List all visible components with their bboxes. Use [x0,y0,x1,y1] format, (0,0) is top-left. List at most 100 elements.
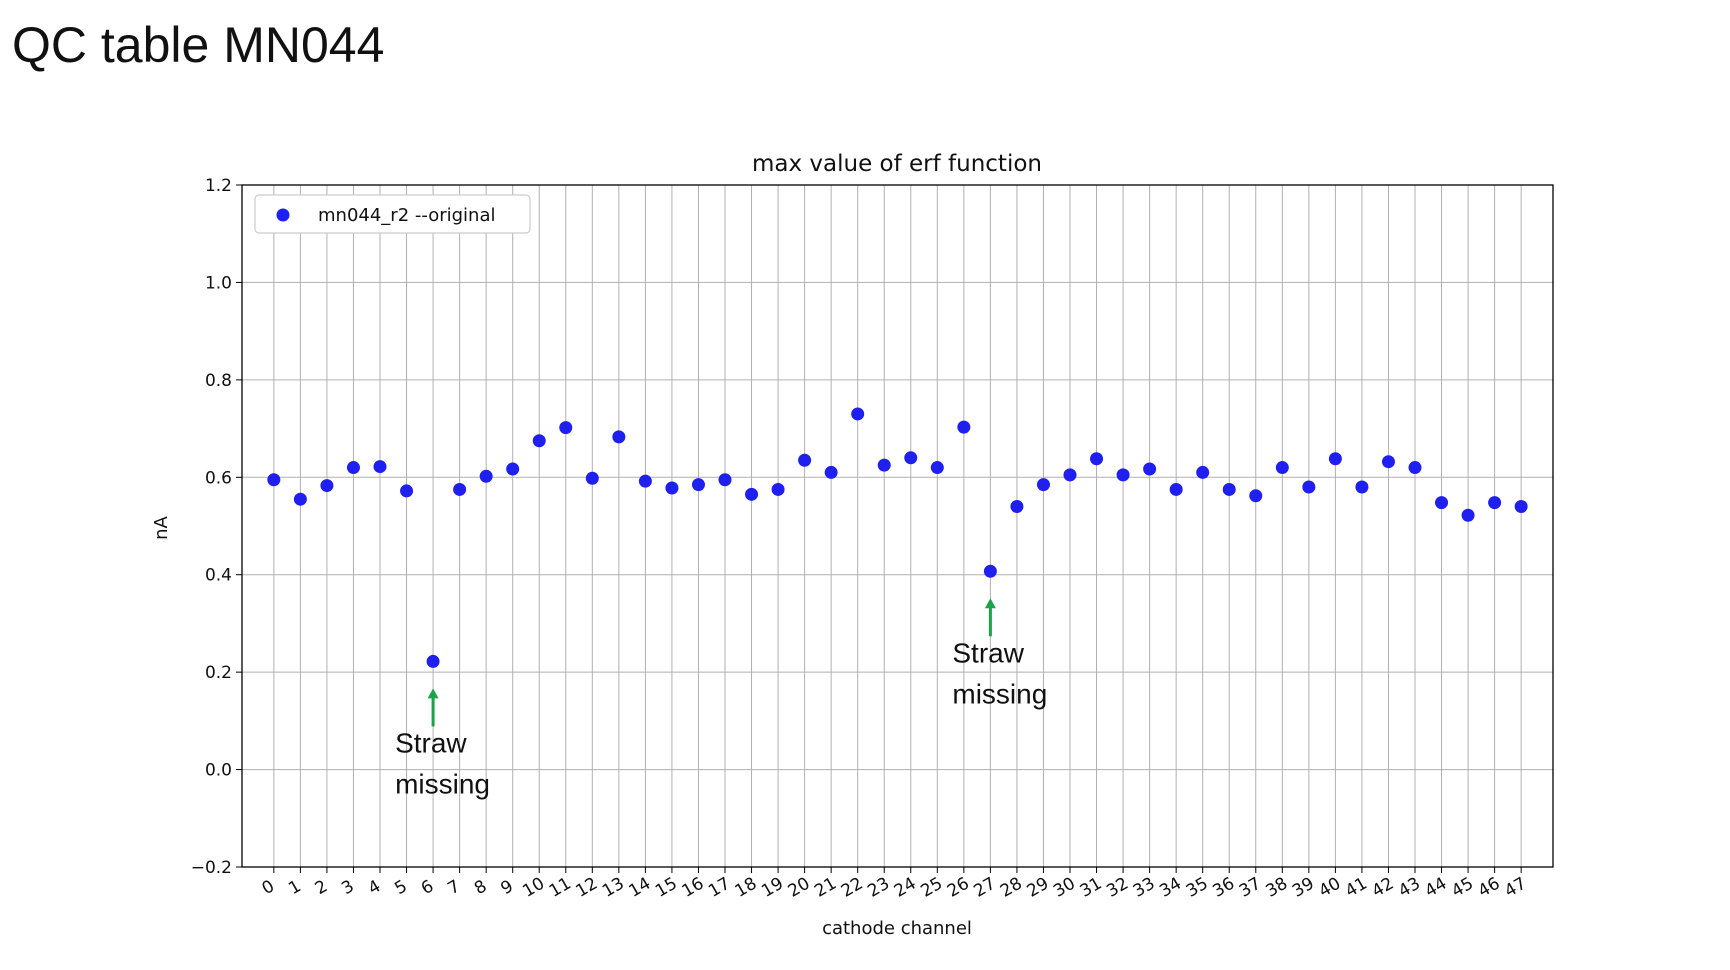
data-point [1196,465,1210,479]
data-point [1435,496,1449,510]
data-point [426,654,440,668]
data-point [983,564,997,578]
data-point [824,465,838,479]
x-tick-label: 2 [312,876,331,899]
data-point [691,478,705,492]
annotation-text-line1: Straw [952,637,1024,668]
x-tick-label: 27 [971,874,1000,902]
x-tick-label: 19 [758,874,787,902]
data-point [1169,482,1183,496]
x-tick-label: 12 [572,874,601,902]
data-point [346,461,360,475]
y-tick-label: 0.0 [205,761,232,781]
y-axis-ticks: −0.2 0.0 0.2 0.4 0.6 0.8 1.0 1.2 [191,176,242,878]
data-point [1328,452,1342,466]
x-tick-label: 21 [811,874,840,902]
data-point [373,460,387,474]
data-point [479,469,493,483]
data-point [1063,468,1077,482]
slide-title: QC table MN044 [12,17,385,73]
data-point [453,482,467,496]
x-axis-label: cathode channel [822,918,972,939]
x-tick-label: 26 [944,874,973,902]
x-tick-label: 24 [891,874,920,902]
y-axis-label: nA [151,515,172,539]
data-point [1461,508,1475,522]
data-point [1355,480,1369,494]
y-tick-label: 0.2 [205,663,232,683]
data-point [1036,478,1050,492]
data-point [1488,496,1502,510]
x-tick-label: 44 [1422,874,1451,902]
x-tick-label: 33 [1130,874,1159,902]
data-point [293,492,307,506]
x-tick-label: 23 [864,874,893,902]
chart-title: max value of erf function [752,151,1042,177]
x-tick-label: 3 [338,876,357,899]
x-tick-label: 15 [652,874,681,902]
x-tick-label: 29 [1024,874,1053,902]
x-tick-label: 1 [285,876,304,899]
data-point [930,461,944,475]
data-point [320,479,334,493]
data-point [665,481,679,495]
data-point [1143,462,1157,476]
data-point [1010,500,1024,514]
x-axis-ticks: 0 1 2 3 4 5 6 7 8 9 101112131415161718192021222324… [259,867,1530,902]
annotation-arrow-head [427,688,439,699]
data-point [771,482,785,496]
data-point [1249,489,1263,503]
y-tick-label: 0.6 [205,468,232,488]
data-point [559,421,573,435]
x-tick-label: 38 [1262,874,1291,902]
x-tick-label: 6 [418,876,437,899]
legend: mn044_r2 --original [254,194,531,234]
data-point [1408,461,1422,475]
data-point [267,473,281,487]
y-tick-label: 1.2 [205,176,232,196]
x-tick-label: 32 [1103,874,1132,902]
y-tick-label: 0.8 [205,371,232,391]
x-tick-label: 11 [546,874,575,902]
x-tick-label: 30 [1050,874,1079,902]
y-tick-label: 0.4 [205,566,232,586]
x-tick-label: 22 [838,874,867,902]
legend-marker [276,208,290,222]
x-tick-label: 42 [1369,874,1398,902]
x-tick-label: 39 [1289,874,1318,902]
annotation-text-line1: Straw [395,727,467,758]
x-tick-label: 17 [705,874,734,902]
data-point [718,473,732,487]
x-tick-label: 47 [1501,874,1530,902]
x-tick-label: 46 [1475,874,1504,902]
plot-frame [241,184,1554,868]
data-point [532,434,546,448]
legend-label: mn044_r2 --original [318,205,495,226]
x-tick-label: 10 [519,874,548,902]
data-point [400,484,414,498]
annotation-text-line2: missing [395,768,490,799]
x-tick-label: 34 [1156,874,1185,902]
legend-box [254,194,531,234]
data-point [1116,468,1130,482]
data-point [798,453,812,467]
annotations: Straw missing Straw missing [395,598,1047,799]
x-tick-label: 18 [732,874,761,902]
x-tick-label: 25 [917,874,946,902]
x-tick-label: 41 [1342,874,1371,902]
data-point [506,462,520,476]
x-tick-label: 43 [1395,874,1424,902]
data-point [1275,461,1289,475]
data-point [877,458,891,472]
data-point [612,430,626,444]
data-point [851,407,865,421]
x-tick-label: 8 [471,876,490,899]
data-point [1514,500,1528,514]
x-tick-label: 4 [365,876,384,899]
data-point [1381,455,1395,469]
data-point [1090,452,1104,466]
x-tick-label: 31 [1077,874,1106,902]
x-tick-label: 14 [626,874,655,902]
x-tick-label: 7 [444,876,463,899]
